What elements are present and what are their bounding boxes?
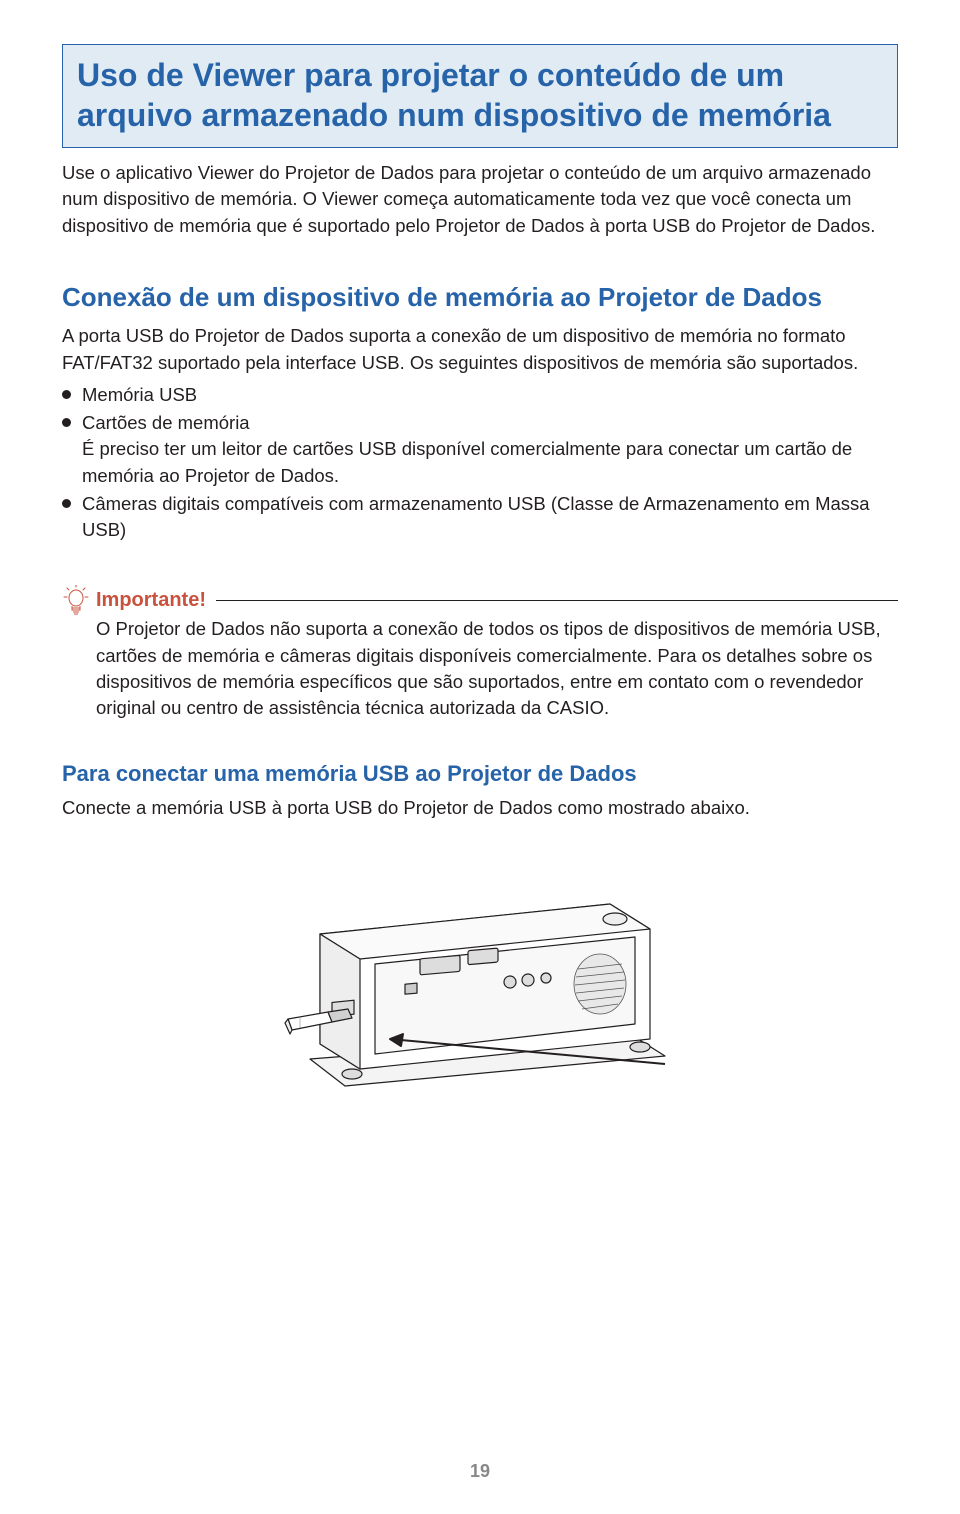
section1-paragraph: A porta USB do Projetor de Dados suporta… [62, 323, 898, 376]
list-item: Cartões de memória É preciso ter um leit… [62, 410, 898, 489]
lightbulb-icon [62, 585, 90, 620]
important-label: Importante! [96, 589, 206, 612]
divider [216, 600, 898, 601]
projector-illustration [270, 864, 690, 1094]
title-box: Uso de Viewer para projetar o conteúdo d… [62, 44, 898, 148]
bullet-list: Memória USB Cartões de memória É preciso… [62, 382, 898, 544]
page-number: 19 [0, 1461, 960, 1482]
page-title: Uso de Viewer para projetar o conteúdo d… [77, 55, 883, 135]
list-item: Memória USB [62, 382, 898, 408]
section1-heading: Conexão de um dispositivo de memória ao … [62, 281, 898, 314]
list-item-main: Memória USB [82, 384, 197, 405]
section2-paragraph: Conecte a memória USB à porta USB do Pro… [62, 795, 898, 821]
list-item-main: Cartões de memória [82, 412, 250, 433]
section2-heading: Para conectar uma memória USB ao Projeto… [62, 761, 898, 787]
important-header: Importante! [96, 589, 898, 612]
list-item-sub: É preciso ter um leitor de cartões USB d… [82, 436, 898, 489]
projector-figure [62, 864, 898, 1094]
list-item: Câmeras digitais compatíveis com armazen… [62, 491, 898, 544]
important-block: Importante! O Projetor de Dados não supo… [62, 589, 898, 721]
intro-paragraph: Use o aplicativo Viewer do Projetor de D… [62, 160, 898, 239]
important-body: O Projetor de Dados não suporta a conexã… [96, 616, 898, 721]
list-item-main: Câmeras digitais compatíveis com armazen… [82, 493, 870, 540]
